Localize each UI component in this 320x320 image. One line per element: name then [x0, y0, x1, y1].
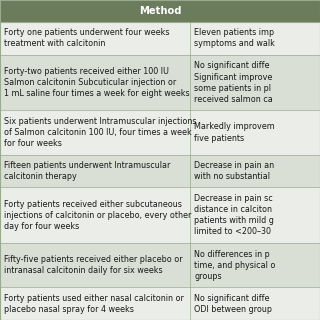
Text: Forty patients received either subcutaneous
injections of calcitonin or placebo,: Forty patients received either subcutane… — [4, 200, 191, 231]
Text: Fifteen patients underwent Intramuscular
calcitonin therapy: Fifteen patients underwent Intramuscular… — [4, 161, 170, 181]
Text: Fifty-five patients received either placebo or
intranasal calcitonin daily for s: Fifty-five patients received either plac… — [4, 255, 183, 275]
Text: No significant diffe
ODI between group: No significant diffe ODI between group — [194, 293, 272, 314]
Text: No differences in p
time, and physical o
groups: No differences in p time, and physical o… — [194, 250, 276, 281]
Text: Eleven patients imp
symptoms and walk: Eleven patients imp symptoms and walk — [194, 28, 275, 48]
Bar — [0, 22, 320, 55]
Bar — [0, 55, 320, 110]
Text: Decrease in pain sc
distance in calciton
patients with mild g
limited to <200–30: Decrease in pain sc distance in calciton… — [194, 194, 274, 236]
Text: No significant diffe
Significant improve
some patients in pl
received salmon ca: No significant diffe Significant improve… — [194, 61, 273, 104]
Text: Forty-two patients received either 100 IU
Salmon calcitonin Subcuticular injecti: Forty-two patients received either 100 I… — [4, 67, 190, 98]
Text: Decrease in pain an
with no substantial: Decrease in pain an with no substantial — [194, 161, 275, 181]
Text: Method: Method — [139, 6, 181, 16]
Text: Six patients underwent Intramuscular injections
of Salmon calcitonin 100 IU, fou: Six patients underwent Intramuscular inj… — [4, 117, 196, 148]
Bar — [0, 187, 320, 243]
Bar — [0, 110, 320, 155]
Bar — [0, 0, 320, 22]
Text: Forty patients used either nasal calcitonin or
placebo nasal spray for 4 weeks: Forty patients used either nasal calcito… — [4, 293, 184, 314]
Bar — [0, 287, 320, 320]
Bar — [0, 155, 320, 187]
Bar — [0, 243, 320, 287]
Text: Forty one patients underwent four weeks
treatment with calcitonin: Forty one patients underwent four weeks … — [4, 28, 170, 48]
Text: Markedly improvem
five patients: Markedly improvem five patients — [194, 123, 275, 143]
